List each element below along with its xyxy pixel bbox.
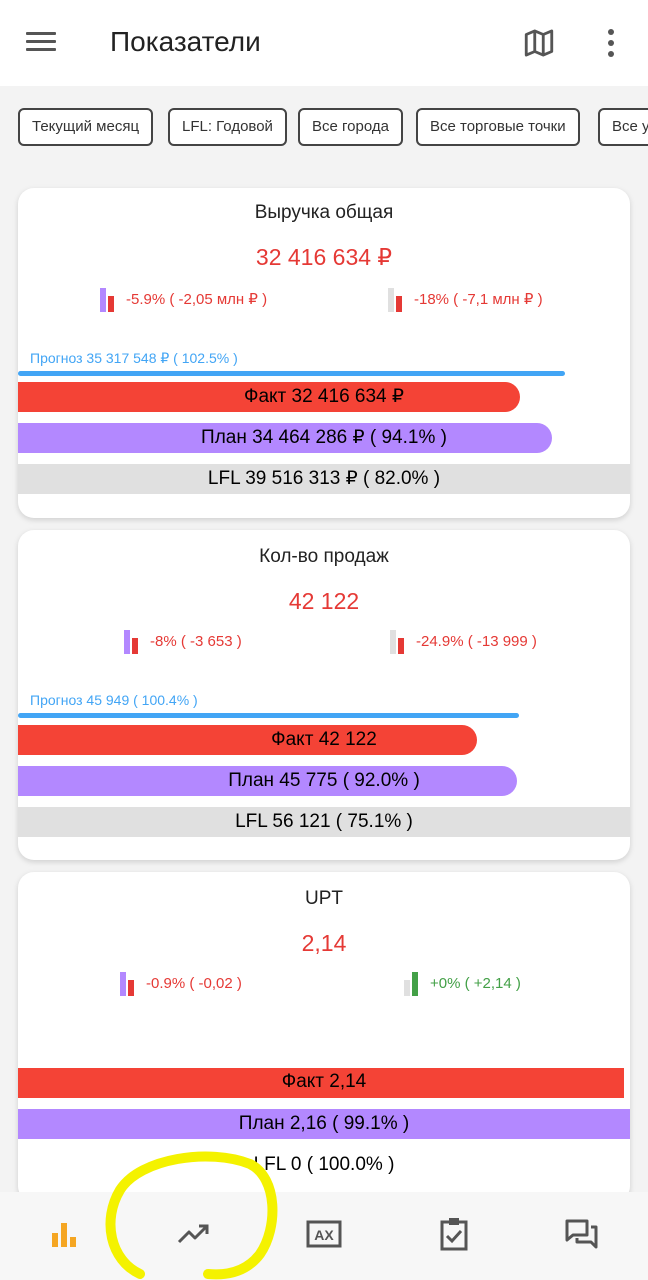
- plan-vs-fact-icon: [98, 286, 118, 312]
- card-title: Выручка общая: [254, 202, 394, 223]
- plan-vs-fact-icon: [118, 970, 138, 996]
- plan-vs-fact-icon: [122, 628, 142, 654]
- lfl-bar: [18, 807, 630, 837]
- filter-store-chip[interactable]: Все торговые точки: [416, 108, 580, 146]
- card-title: Кол-во продаж: [259, 546, 389, 567]
- plan-bar: [18, 766, 517, 796]
- forecast-label: Прогноз 45 949 ( 100.4% ): [30, 692, 198, 708]
- bar-chart-icon[interactable]: [40, 1210, 88, 1258]
- lfl-vs-fact-icon: [402, 970, 422, 996]
- lfl-vs-fact-icon: [386, 286, 406, 312]
- page-title: Показатели: [110, 26, 261, 57]
- plan-comparison: -5.9% ( -2,05 млн ₽ ): [98, 286, 267, 312]
- plan-delta: -8% ( -3 653 ): [150, 632, 242, 650]
- metric-card-revenue[interactable]: Выручка общая 32 416 634 ₽ -5.9% ( -2,05…: [18, 188, 630, 518]
- card-value: 2,14: [301, 930, 347, 956]
- filter-city-chip[interactable]: Все города: [298, 108, 403, 146]
- card-value: 42 122: [288, 588, 360, 614]
- forecast-bar: [18, 371, 565, 376]
- plan-comparison: -8% ( -3 653 ): [122, 628, 242, 654]
- lfl-vs-fact-icon: [388, 628, 408, 654]
- forecast-label: Прогноз 35 317 548 ₽ ( 102.5% ): [30, 350, 238, 366]
- lfl-label: LFL 0 ( 100.0% ): [253, 1154, 395, 1175]
- fact-bar: [18, 725, 477, 755]
- fact-label: Факт 32 416 634 ₽: [244, 386, 404, 407]
- filter-lfl-chip[interactable]: LFL: Годовой: [168, 108, 287, 146]
- svg-text:AX: AX: [314, 1227, 334, 1243]
- map-icon[interactable]: [522, 26, 556, 60]
- lfl-comparison: +0% ( +2,14 ): [402, 970, 521, 996]
- ax-icon[interactable]: AX: [300, 1210, 348, 1258]
- plan-comparison: -0.9% ( -0,02 ): [118, 970, 242, 996]
- lfl-delta: -24.9% ( -13 999 ): [416, 632, 537, 650]
- menu-icon[interactable]: [26, 28, 58, 58]
- lfl-delta: +0% ( +2,14 ): [430, 974, 521, 992]
- fact-bar: [18, 382, 520, 412]
- plan-delta: -5.9% ( -2,05 млн ₽ ): [126, 291, 268, 308]
- fact-bar: [18, 1068, 624, 1098]
- fact-label: Факт 42 122: [271, 729, 377, 750]
- plan-label: План 2,16 ( 99.1% ): [238, 1113, 410, 1134]
- lfl-delta: -18% ( -7,1 млн ₽ ): [414, 291, 543, 308]
- plan-bar: [18, 1109, 630, 1139]
- more-vert-icon[interactable]: [596, 26, 626, 60]
- forecast-bar: [18, 713, 519, 718]
- metric-card-sales[interactable]: Кол-во продаж 42 122 -8% ( -3 653 ) -24.…: [18, 530, 630, 860]
- forum-icon[interactable]: [558, 1210, 606, 1258]
- bottom-nav: AX: [0, 1192, 648, 1280]
- clipboard-check-icon[interactable]: [430, 1210, 478, 1258]
- filter-more-chip[interactable]: Все у: [598, 108, 648, 146]
- filter-chips: Текущий месяц LFL: Годовой Все города Вс…: [0, 108, 648, 148]
- plan-label: План 34 464 286 ₽ ( 94.1% ): [201, 427, 447, 448]
- plan-delta: -0.9% ( -0,02 ): [146, 974, 242, 992]
- plan-label: План 45 775 ( 92.0% ): [228, 770, 420, 791]
- lfl-comparison: -18% ( -7,1 млн ₽ ): [386, 286, 543, 312]
- lfl-label: LFL 56 121 ( 75.1% ): [235, 811, 413, 832]
- card-value: 32 416 634 ₽: [255, 244, 393, 270]
- filter-period-chip[interactable]: Текущий месяц: [18, 108, 154, 146]
- lfl-comparison: -24.9% ( -13 999 ): [388, 628, 537, 654]
- card-title: UPT: [305, 888, 343, 909]
- lfl-label: LFL 39 516 313 ₽ ( 82.0% ): [207, 468, 441, 489]
- lfl-bar: [18, 464, 630, 494]
- metric-card-upt[interactable]: UPT 2,14 -0.9% ( -0,02 ) +0% ( +2,14 ) Ф…: [18, 872, 630, 1202]
- app-bar: Показатели: [0, 0, 648, 86]
- trending-up-icon[interactable]: [170, 1210, 218, 1258]
- fact-label: Факт 2,14: [281, 1071, 367, 1092]
- plan-bar: [18, 423, 552, 453]
